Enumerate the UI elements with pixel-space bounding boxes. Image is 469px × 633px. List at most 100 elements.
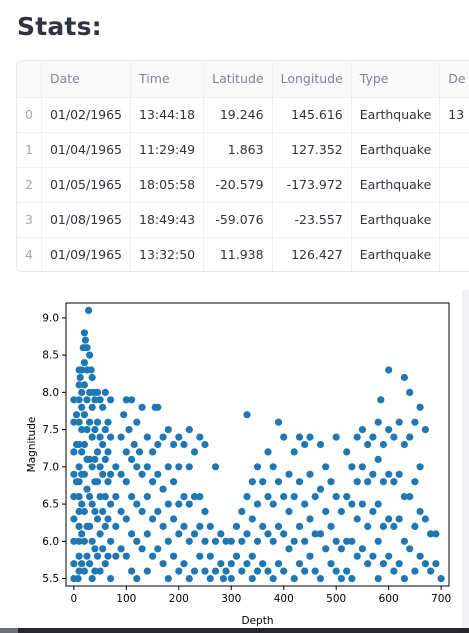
data-point <box>416 463 424 471</box>
data-point <box>348 500 356 508</box>
data-point <box>390 478 398 486</box>
data-point <box>379 522 387 530</box>
data-point <box>70 396 78 404</box>
table-row[interactable]: 1 01/04/1965 11:29:49 1.863 127.352 Earthquak… <box>17 132 469 168</box>
data-point <box>238 567 246 575</box>
data-point <box>78 366 86 374</box>
data-point <box>243 411 251 419</box>
data-point <box>175 567 183 575</box>
data-point <box>364 560 372 568</box>
data-point <box>149 478 157 486</box>
data-point <box>75 522 83 530</box>
y-tick-label: 8.0 <box>42 387 59 399</box>
table-row[interactable]: 4 01/09/1965 13:32:50 11.938 126.427 Earthqua… <box>17 237 469 271</box>
data-point <box>87 366 95 374</box>
data-point <box>390 433 398 441</box>
data-point <box>85 306 93 314</box>
data-point <box>107 537 115 545</box>
data-point <box>128 493 136 501</box>
data-point <box>72 411 81 419</box>
data-point <box>83 485 91 493</box>
data-point <box>75 552 83 560</box>
data-point <box>154 545 162 553</box>
cell-date: 01/04/1965 <box>41 132 132 168</box>
column-header-depth[interactable]: De <box>439 61 469 98</box>
page-edge <box>462 290 469 628</box>
column-header-time[interactable]: Time <box>130 61 205 98</box>
data-point <box>358 463 366 471</box>
data-point <box>159 433 167 441</box>
data-point <box>91 567 99 575</box>
y-axis-label: Magnitude <box>26 417 38 473</box>
data-point <box>74 575 82 583</box>
data-point <box>327 560 335 568</box>
data-point <box>133 537 141 545</box>
cell-latitude: 19.246 <box>203 97 273 133</box>
row-index: 3 <box>17 202 42 238</box>
data-point <box>78 403 86 411</box>
data-point <box>96 433 104 441</box>
data-point <box>190 567 199 575</box>
data-point <box>280 530 288 538</box>
column-header-type[interactable]: Type <box>351 61 441 98</box>
data-point <box>133 463 141 471</box>
data-point <box>264 567 272 575</box>
data-point <box>421 515 429 523</box>
data-point <box>322 463 330 471</box>
scrollbar-thumb[interactable] <box>0 628 18 633</box>
data-point <box>88 433 96 441</box>
data-point <box>196 433 204 441</box>
data-point <box>274 522 283 530</box>
x-tick-label: 100 <box>116 593 136 605</box>
stats-table: Date Time Latitude Longitude Type De 0 01… <box>17 61 469 271</box>
data-point <box>99 470 107 478</box>
data-point <box>238 537 246 545</box>
data-point <box>180 440 188 449</box>
data-point <box>164 575 172 583</box>
y-tick-label: 6.5 <box>42 499 59 511</box>
data-point <box>337 507 345 516</box>
data-point <box>253 567 262 575</box>
y-tick-label: 9.0 <box>42 312 59 324</box>
cell-date: 01/08/1965 <box>41 202 132 238</box>
data-point <box>159 522 167 530</box>
column-header-longitude[interactable]: Longitude <box>272 61 352 98</box>
data-point <box>70 515 78 523</box>
cell-depth: 13 <box>439 97 469 133</box>
data-point <box>227 575 235 583</box>
column-header-latitude[interactable]: Latitude <box>203 61 273 98</box>
data-point <box>80 381 88 389</box>
data-point <box>138 545 146 553</box>
data-point <box>253 500 262 508</box>
data-point <box>170 478 178 486</box>
data-point <box>274 418 283 426</box>
data-point <box>154 440 162 449</box>
data-point <box>264 530 272 538</box>
data-point <box>164 463 172 471</box>
x-tick-label: 200 <box>169 593 189 605</box>
data-point <box>238 507 246 516</box>
dataframe-table[interactable]: Date Time Latitude Longitude Type De 0 01… <box>16 60 469 272</box>
data-point <box>75 507 83 516</box>
data-point <box>353 433 361 441</box>
cell-type: Earthquake <box>351 167 441 203</box>
data-point <box>122 478 130 486</box>
column-header-date[interactable]: Date <box>41 61 132 98</box>
cell-depth <box>439 202 469 238</box>
data-point <box>311 530 319 538</box>
data-point <box>374 418 382 426</box>
data-point <box>91 426 99 434</box>
data-point <box>80 470 88 478</box>
table-row[interactable]: 0 01/02/1965 13:44:18 19.246 145.616 Earthqua… <box>17 97 469 133</box>
data-point <box>327 478 335 486</box>
data-point <box>301 500 309 508</box>
data-point <box>78 426 86 434</box>
data-point <box>353 552 361 560</box>
table-row[interactable]: 3 01/08/1965 18:49:43 -59.076 -23.557 Earthqu… <box>17 202 469 238</box>
data-point <box>78 500 86 508</box>
table-row[interactable]: 2 01/05/1965 18:05:58 -20.579 -173.972 Earthq… <box>17 167 469 203</box>
column-header-index[interactable] <box>17 61 42 98</box>
data-point <box>159 485 167 493</box>
data-point <box>358 545 366 553</box>
data-point <box>180 560 188 568</box>
